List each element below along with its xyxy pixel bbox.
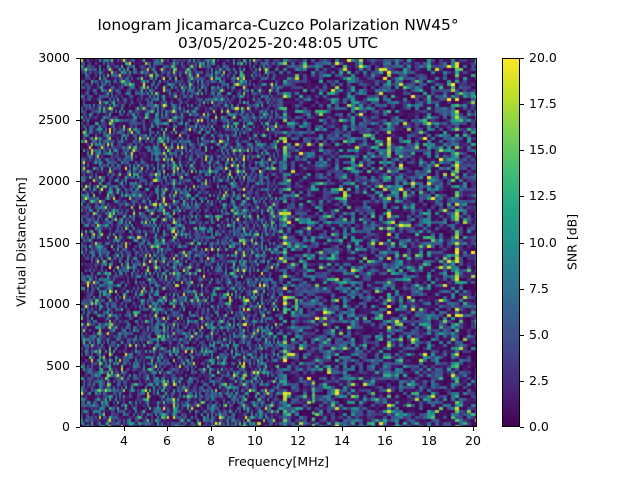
- colorbar-label: SNR [dB]: [564, 213, 580, 271]
- x-tick: [342, 427, 343, 431]
- colorbar-tick: [520, 381, 524, 382]
- colorbar-tick-label: 15.0: [529, 142, 557, 157]
- plot-area: [80, 58, 477, 427]
- y-tick-label: 2500: [38, 112, 70, 127]
- x-tick: [298, 427, 299, 431]
- y-tick-label: 3000: [38, 50, 70, 65]
- x-tick: [473, 427, 474, 431]
- colorbar-tick-label: 0.0: [529, 419, 549, 434]
- x-axis-label: Frequency[MHz]: [227, 454, 330, 469]
- y-tick-label: 500: [46, 358, 70, 373]
- x-tick-label: 10: [247, 433, 263, 448]
- x-tick-label: 16: [377, 433, 393, 448]
- colorbar-tick: [520, 289, 524, 290]
- y-tick: [76, 120, 80, 121]
- chart-title-line1: Ionogram Jicamarca-Cuzco Polarization NW…: [97, 16, 459, 34]
- x-tick: [255, 427, 256, 431]
- colorbar-tick: [520, 58, 524, 59]
- x-tick: [385, 427, 386, 431]
- x-tick-label: 12: [290, 433, 306, 448]
- colorbar: [502, 58, 520, 427]
- colorbar-tick: [520, 243, 524, 244]
- heatmap-canvas: [81, 59, 476, 426]
- y-tick: [76, 58, 80, 59]
- x-tick-label: 14: [334, 433, 350, 448]
- colorbar-tick-label: 12.5: [529, 188, 557, 203]
- x-tick-label: 18: [421, 433, 437, 448]
- y-tick-label: 1500: [38, 235, 70, 250]
- colorbar-tick-label: 20.0: [529, 50, 557, 65]
- colorbar-tick: [520, 104, 524, 105]
- chart-title-line2: 03/05/2025-20:48:05 UTC: [177, 34, 379, 52]
- x-tick-label: 8: [207, 433, 215, 448]
- x-tick: [211, 427, 212, 431]
- y-tick: [76, 243, 80, 244]
- x-tick-label: 20: [465, 433, 481, 448]
- colorbar-tick-label: 17.5: [529, 96, 557, 111]
- colorbar-tick: [520, 196, 524, 197]
- y-tick: [76, 304, 80, 305]
- x-tick-label: 6: [163, 433, 171, 448]
- y-tick: [76, 366, 80, 367]
- x-tick-label: 4: [120, 433, 128, 448]
- y-tick: [76, 427, 80, 428]
- colorbar-tick: [520, 427, 524, 428]
- y-tick-label: 2000: [38, 173, 70, 188]
- y-tick-label: 1000: [38, 296, 70, 311]
- y-tick: [76, 181, 80, 182]
- x-tick: [124, 427, 125, 431]
- x-tick: [167, 427, 168, 431]
- colorbar-tick-label: 5.0: [529, 327, 549, 342]
- colorbar-tick-label: 7.5: [529, 281, 549, 296]
- colorbar-tick-label: 10.0: [529, 235, 557, 250]
- colorbar-tick-label: 2.5: [529, 373, 549, 388]
- colorbar-tick: [520, 150, 524, 151]
- y-axis-label: Virtual Distance[Km]: [13, 177, 29, 307]
- colorbar-tick: [520, 335, 524, 336]
- x-tick: [429, 427, 430, 431]
- y-tick-label: 0: [62, 419, 70, 434]
